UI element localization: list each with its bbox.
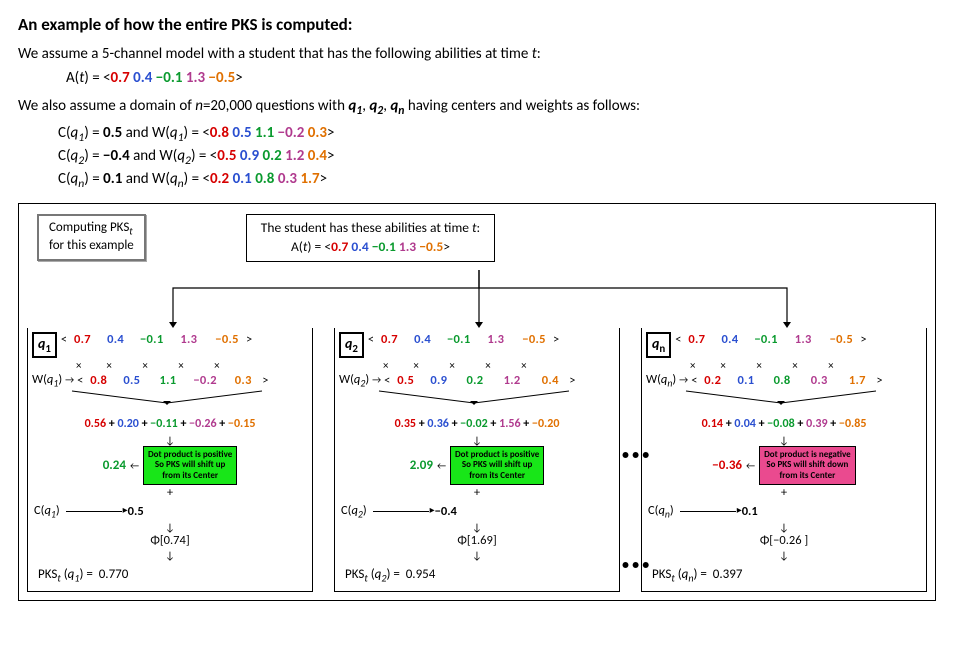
q1s: 1 [356, 104, 362, 118]
W-row: W(q2)<0.5 0.9 0.2 1.2 0.4> [339, 372, 615, 390]
down-arrow-icon: ↓ [472, 522, 482, 533]
A2-suffix: > [443, 238, 450, 255]
mult-row: × × × × × [339, 359, 615, 372]
mult-row: × × × × × [646, 359, 922, 372]
intro2-a: We also assume a domain of [18, 97, 195, 115]
abilities-box: The student has these abilities at time … [246, 214, 495, 262]
down-arrow-icon: ↓ [779, 550, 789, 561]
plus-sign: + [167, 485, 173, 502]
A-prefix-A: A( [66, 69, 79, 87]
intro2-c: having centers and weights as follows: [404, 97, 640, 115]
converge-icon [32, 389, 302, 405]
diagram-outer: Computing PKSt for this example The stud… [18, 203, 936, 601]
dotprod-result-row: 2.09←Dot product is positiveSo PKS will … [410, 446, 545, 485]
dotprod-value: −0.36 [712, 457, 742, 475]
intro2-b: =20,000 questions with [203, 97, 348, 115]
branch-connectors [27, 270, 927, 328]
down-arrow-icon: ↓ [779, 522, 789, 533]
branch-header: q2 <0.7 0.4 −0.1 1.3 −0.5> [339, 332, 615, 358]
down-arrow-icon: ↓ [165, 550, 175, 561]
intro1-text: We assume a 5-channel model with a stude… [18, 45, 532, 63]
center-row: C(qn)0.1 [648, 503, 922, 521]
n-var: n [195, 97, 203, 115]
phi-value: Φ[−0.26 ] [760, 533, 808, 550]
branch-q2: q2 <0.7 0.4 −0.1 1.3 −0.5> × × × × ×W(q2)<… [334, 328, 620, 592]
dotprod-terms: 0.14 + 0.04 + −0.08 + 0.39 + −0.85 [646, 417, 922, 431]
mult-row: × × × × × [32, 359, 308, 372]
diagram-top-row: Computing PKSt for this example The stud… [27, 214, 927, 262]
shift-note: Dot product is positiveSo PKS will shift… [143, 446, 237, 485]
title: An example of how the entire PKS is comp… [18, 14, 939, 35]
phi-value: Φ[0.74] [150, 533, 189, 550]
W-row: W(qn)<0.2 0.1 0.8 0.3 1.7> [646, 372, 922, 390]
def-line: C(q2) = −0.4 and W(q2) = <0.5 0.9 0.2 1.… [18, 147, 939, 168]
dotprod-result-row: 0.24←Dot product is positiveSo PKS will … [103, 446, 238, 485]
computing-pks-box: Computing PKSt for this example [37, 214, 146, 261]
center-row: C(q1)0.5 [34, 503, 308, 521]
shift-note: Dot product is negativeSo PKS will shift… [759, 446, 856, 485]
q-label: qn [646, 332, 671, 358]
center-row: C(q2)−0.4 [341, 503, 615, 521]
pks-result: PKSt (q2) = 0.954 [339, 567, 615, 585]
converge-icon [339, 389, 609, 405]
dotprod-terms: 0.56 + 0.20 + −0.11 + −0.26 + −0.15 [32, 417, 308, 431]
pks-result: PKSt (q1) = 0.770 [32, 567, 308, 585]
A-mid: ) = < [84, 69, 110, 87]
pksbox-sub: t [129, 225, 132, 238]
dotprod-value: 0.24 [103, 457, 126, 475]
pksbox-l2: for this example [49, 238, 134, 253]
plus-sign: + [474, 485, 480, 502]
branch-qn: qn <0.7 0.4 −0.1 1.3 −0.5> × × × × ×W(qn)<… [641, 328, 927, 592]
A-suffix: > [235, 69, 242, 87]
q-label: q2 [339, 332, 364, 358]
down-arrow-icon: ↓ [472, 550, 482, 561]
A-row: <0.7 0.4 −0.1 1.3 −0.5> [675, 332, 867, 347]
down-arrow-icon: ↓ [165, 435, 175, 446]
branch-q1: q1 <0.7 0.4 −0.1 1.3 −0.5> × × × × ×W(q1)<… [27, 328, 313, 592]
intro-line-1: We assume a 5-channel model with a stude… [18, 45, 939, 63]
abilbox-t: t [472, 219, 477, 236]
ellipsis-2: • • • [622, 556, 649, 573]
W-row: W(q1)<0.8 0.5 1.1 −0.2 0.3> [32, 372, 308, 390]
abilbox-l1: The student has these abilities at time [261, 219, 472, 236]
def-line: C(q1) = 0.5 and W(q1) = <0.8 0.5 1.1 −0.… [18, 124, 939, 145]
plus-sign: + [781, 485, 787, 502]
def-line: C(qn) = 0.1 and W(qn) = <0.2 0.1 0.8 0.3… [18, 170, 939, 191]
pksbox-l1: Computing PKS [49, 220, 129, 235]
phi-value: Φ[1.69] [457, 533, 496, 550]
branch-header: q1 <0.7 0.4 −0.1 1.3 −0.5> [32, 332, 308, 358]
A-row: <0.7 0.4 −0.1 1.3 −0.5> [61, 332, 253, 347]
branch-row: q1<0.7 0.4 −0.1 1.3 −0.5>× × × × ×W(q1)<… [27, 328, 927, 592]
branch-header: qn <0.7 0.4 −0.1 1.3 −0.5> [646, 332, 922, 358]
ellipsis-1: • • • [622, 446, 649, 463]
A-row: <0.7 0.4 −0.1 1.3 −0.5> [368, 332, 560, 347]
converge-icon [646, 389, 916, 405]
A2-prefix: A( [291, 238, 303, 255]
down-arrow-icon: ↓ [779, 435, 789, 446]
down-arrow-icon: ↓ [472, 435, 482, 446]
pks-result: PKSt (qn) = 0.397 [646, 567, 922, 585]
dotprod-result-row: −0.36←Dot product is negativeSo PKS will… [712, 446, 855, 485]
intro1-tail: : [537, 45, 541, 63]
dotprod-value: 2.09 [410, 457, 433, 475]
A2-mid: ) = < [307, 238, 331, 255]
down-arrow-icon: ↓ [165, 522, 175, 533]
q-label: q1 [32, 332, 57, 358]
intro-line-2: We also assume a domain of n=20,000 ques… [18, 97, 939, 118]
ability-vector-def: A(t) = <0.7 0.4 −0.1 1.3 −0.5> [18, 69, 939, 87]
q2s: 2 [377, 104, 383, 118]
shift-note: Dot product is positiveSo PKS will shift… [450, 446, 544, 485]
dotprod-terms: 0.35 + 0.36 + −0.02 + 1.56 + −0.20 [339, 417, 615, 431]
